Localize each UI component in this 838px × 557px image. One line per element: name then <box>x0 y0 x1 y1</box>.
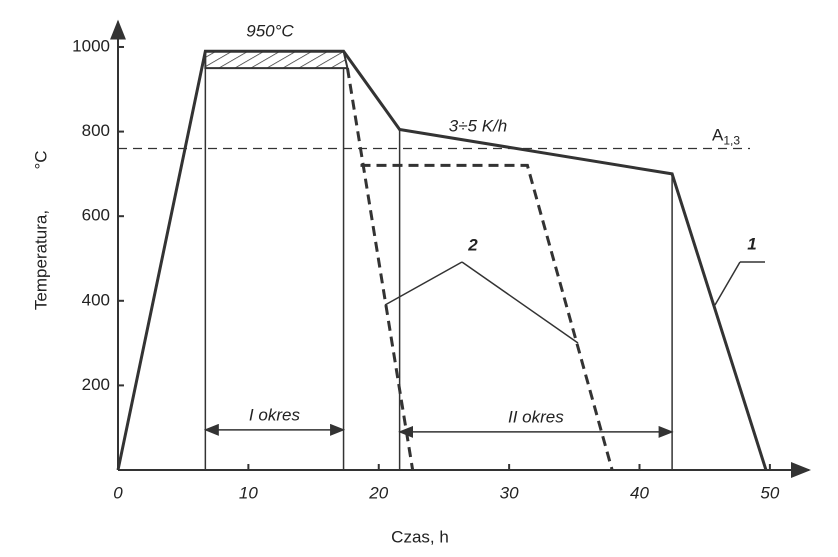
y-tick-label: 200 <box>82 375 110 394</box>
series-line <box>116 49 768 471</box>
x-tick-label: 50 <box>760 483 779 502</box>
y-tick-label: 800 <box>82 121 110 140</box>
series-line <box>345 67 614 471</box>
x-axis-label: Czas, h <box>391 527 449 546</box>
pointer <box>714 261 741 306</box>
period-label: I okres <box>249 405 301 424</box>
pointer <box>461 261 579 344</box>
x-tick-label: 40 <box>630 483 649 502</box>
x-tick-label: 10 <box>239 483 258 502</box>
annotation: 950°C <box>246 21 294 40</box>
y-tick-label: 400 <box>82 290 110 309</box>
curve-label: 2 <box>467 235 478 254</box>
x-tick-label: 20 <box>368 483 388 502</box>
reference-label: A1,3 <box>712 126 740 148</box>
annotation: 3÷5 K/h <box>449 116 507 135</box>
hold-band <box>204 50 349 70</box>
pointer <box>384 261 463 306</box>
x-tick-label: 0 <box>113 483 123 502</box>
reference-label-main: A <box>712 126 724 145</box>
y-axis-label: Temperatura, <box>31 210 50 310</box>
period-label: II okres <box>508 407 564 426</box>
y-tick-label: 600 <box>82 206 110 225</box>
reference-label-sub: 1,3 <box>723 134 740 148</box>
x-tick-label: 30 <box>500 483 519 502</box>
y-tick-label: 1000 <box>72 36 110 55</box>
curve-label: 1 <box>747 234 756 253</box>
y-axis-unit: °C <box>31 150 50 169</box>
